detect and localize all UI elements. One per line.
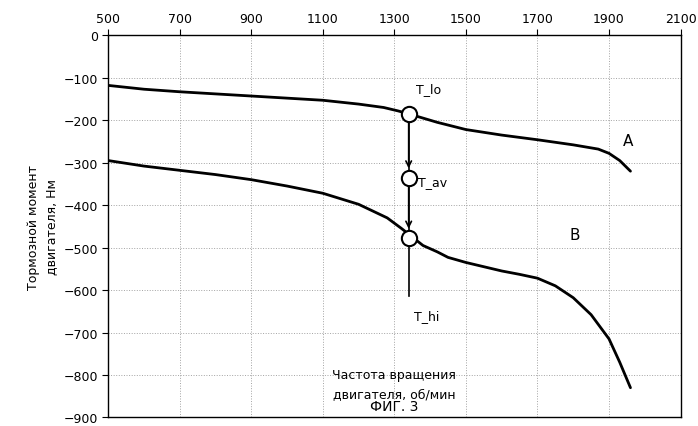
Text: A: A xyxy=(623,134,634,149)
Text: T_hi: T_hi xyxy=(414,309,440,322)
Y-axis label: Тормозной момент
двигателя, Нм: Тормозной момент двигателя, Нм xyxy=(27,164,58,289)
Text: T_av: T_av xyxy=(417,176,447,189)
Text: B: B xyxy=(570,227,580,242)
Text: T_lo: T_lo xyxy=(416,83,441,96)
Text: Частота вращения
двигателя, об/мин: Частота вращения двигателя, об/мин xyxy=(332,368,456,400)
Text: ФИГ. 3: ФИГ. 3 xyxy=(370,399,419,413)
